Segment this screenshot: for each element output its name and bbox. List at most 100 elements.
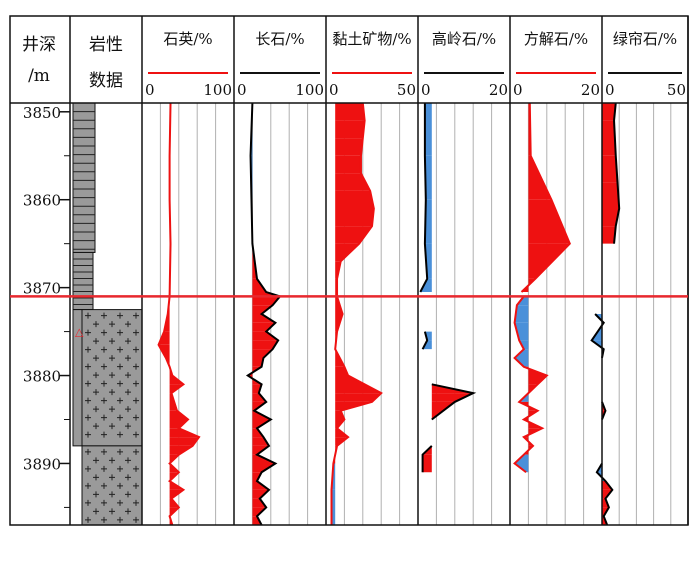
lithology-cross (109, 338, 115, 345)
lithology-cross (133, 346, 139, 353)
lithology-cross (125, 491, 131, 498)
lithology-cross (117, 431, 123, 438)
track-0-fill (158, 331, 170, 345)
lithology-cross (109, 321, 115, 328)
track-1-min-label: 0 (237, 81, 247, 99)
lithology-cross (93, 321, 99, 328)
lithology-cross (85, 414, 91, 421)
lithology-cross (93, 389, 99, 396)
lithology-cross (133, 482, 139, 489)
track-1-fill (252, 296, 280, 306)
depth-header-line1: 井深 (22, 35, 56, 55)
lithology-header-line1: 岩性 (89, 35, 123, 55)
track-2-fill (335, 138, 363, 156)
track-3-fill (424, 103, 432, 156)
lithology-cross (125, 406, 131, 413)
lithology-cross (93, 372, 99, 379)
lithology-cross (101, 346, 107, 353)
lithology-cross (133, 329, 139, 336)
track-4-max-label: 20 (581, 81, 600, 99)
lithology-bed-1 (72, 251, 94, 311)
track-5-fill (602, 155, 618, 183)
track-0-fill (169, 445, 193, 455)
depth-tick-label: 3850 (23, 104, 61, 122)
lithology-cross (133, 312, 139, 319)
lithology-cross (117, 397, 123, 404)
lithology-cross (101, 329, 107, 336)
lithology-cross (101, 499, 107, 506)
lithology-cross (93, 491, 99, 498)
track-2-fill (335, 208, 374, 227)
lithology-cross (101, 482, 107, 489)
lithology-cross (125, 457, 131, 464)
track-4-fill (514, 322, 529, 341)
track-0-fill-curve (157, 102, 201, 526)
track-2-fill (335, 155, 361, 174)
track-2-min-label: 0 (329, 81, 339, 99)
track-0-min-label: 0 (145, 81, 155, 99)
track-5-title: 绿帘石/% (613, 30, 677, 48)
track-2-fill (335, 375, 382, 394)
lithology-cross (93, 355, 99, 362)
lithology-cross (109, 423, 115, 430)
lithology-cross (109, 474, 115, 481)
lithology-cross (85, 516, 91, 523)
track-1-fill (252, 489, 269, 499)
track-3-fill (424, 155, 432, 200)
lithology-cross (109, 389, 115, 396)
track-1-max-label: 100 (295, 81, 324, 99)
lithology-cross (101, 448, 107, 455)
lithology-cross (117, 482, 123, 489)
lithology-cross (133, 448, 139, 455)
track-1-fill (252, 516, 262, 525)
lithology-cross (93, 457, 99, 464)
track-5-fill (602, 103, 616, 121)
track-5-fill-curve (595, 462, 614, 526)
lithology-header-line2: 数据 (89, 71, 123, 91)
depth-tick-label: 3860 (23, 192, 61, 210)
track-0-fill (169, 419, 188, 429)
lithology-cross (125, 355, 131, 362)
lithology-cross (101, 397, 107, 404)
lithology-cross (125, 389, 131, 396)
track-4-fill (514, 305, 529, 323)
track-5-max-label: 50 (667, 81, 686, 99)
lithology-cross (93, 423, 99, 430)
track-3-title: 高岭石/% (432, 30, 496, 48)
lithology-cross (125, 338, 131, 345)
lithology-cross (93, 338, 99, 345)
depth-tick-label: 3870 (23, 280, 61, 298)
lithology-cross (85, 465, 91, 472)
lithology-cross (133, 380, 139, 387)
track-3-fill (424, 243, 432, 279)
track-5-fill-curve (613, 102, 621, 244)
track-1-fill (252, 349, 273, 358)
lithology-cross (109, 457, 115, 464)
track-3-fill-curve (421, 331, 429, 350)
lithology-cross (133, 414, 139, 421)
track-1-fill (252, 463, 276, 473)
track-1-fill (252, 472, 262, 482)
track-5-fill-curve (601, 401, 607, 420)
lithology-cross (133, 397, 139, 404)
lithology-cross (93, 406, 99, 413)
lithology-cross (109, 508, 115, 515)
track-2-fill-curve (330, 102, 383, 525)
track-5-fill (602, 208, 620, 227)
track-4-fill (519, 340, 529, 350)
track-4-fill (528, 243, 570, 279)
lithology-cross (109, 406, 115, 413)
lithology-cross (85, 346, 91, 353)
track-2-title: 黏土矿物/% (332, 30, 411, 48)
lithology-cross (133, 431, 139, 438)
lithology-cross (117, 465, 123, 472)
track-1-fill (252, 340, 279, 350)
lithology-cross (125, 423, 131, 430)
track-0-title: 石英/% (163, 30, 212, 48)
lithology-cross (85, 380, 91, 387)
track-3-min-label: 0 (421, 81, 431, 99)
track-2-fill (335, 173, 371, 191)
lithology-cross (85, 499, 91, 506)
track-1-title: 长石/% (255, 30, 304, 48)
track-3-fill-curve (419, 103, 429, 293)
